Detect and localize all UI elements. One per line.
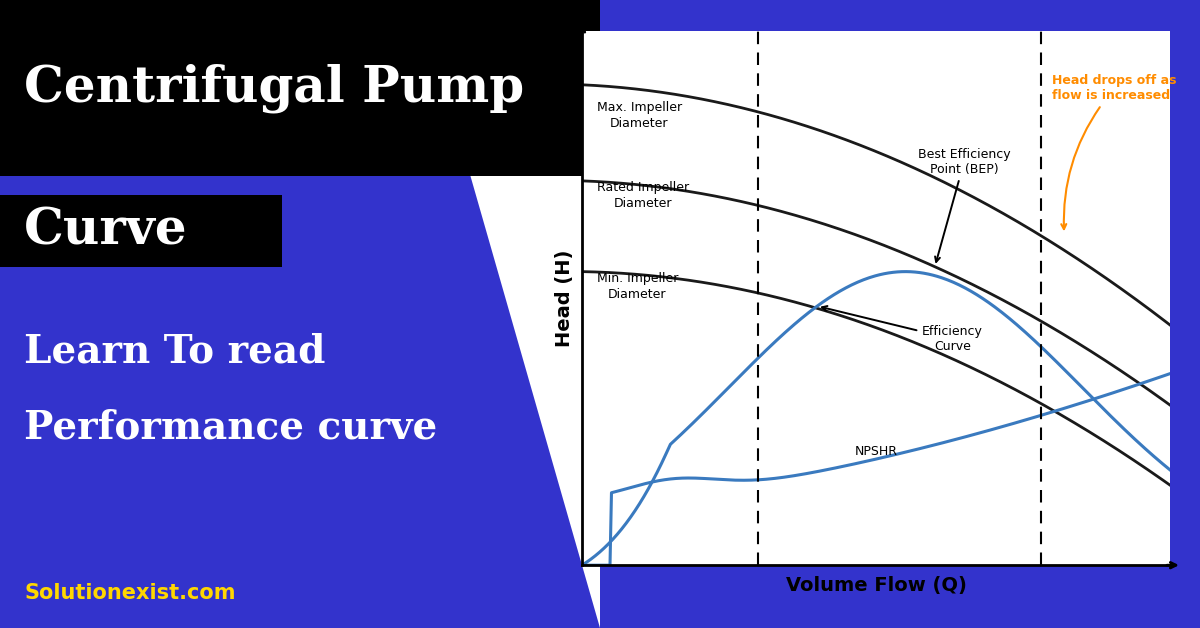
X-axis label: Volume Flow (Q): Volume Flow (Q) <box>786 577 966 595</box>
Text: Efficiency
Curve: Efficiency Curve <box>822 306 983 353</box>
Text: Performance curve: Performance curve <box>24 408 437 446</box>
Text: NPSHR: NPSHR <box>854 445 898 458</box>
Y-axis label: Head (H): Head (H) <box>554 249 574 347</box>
Polygon shape <box>420 0 600 628</box>
Text: Head drops off as
flow is increased: Head drops off as flow is increased <box>1052 74 1177 229</box>
Bar <box>0 195 282 267</box>
Text: Max. Impeller
Diameter: Max. Impeller Diameter <box>596 100 682 130</box>
Text: Learn To read: Learn To read <box>24 333 325 371</box>
Text: Solutionexist.com: Solutionexist.com <box>24 583 235 603</box>
Text: Centrifugal Pump: Centrifugal Pump <box>24 63 524 112</box>
Text: Best Efficiency
Point (BEP): Best Efficiency Point (BEP) <box>918 148 1010 262</box>
Text: Curve: Curve <box>24 207 187 256</box>
Bar <box>0 0 600 176</box>
Text: Min. Impeller
Diameter: Min. Impeller Diameter <box>596 271 678 301</box>
Text: Rated Impeller
Diameter: Rated Impeller Diameter <box>596 181 689 210</box>
